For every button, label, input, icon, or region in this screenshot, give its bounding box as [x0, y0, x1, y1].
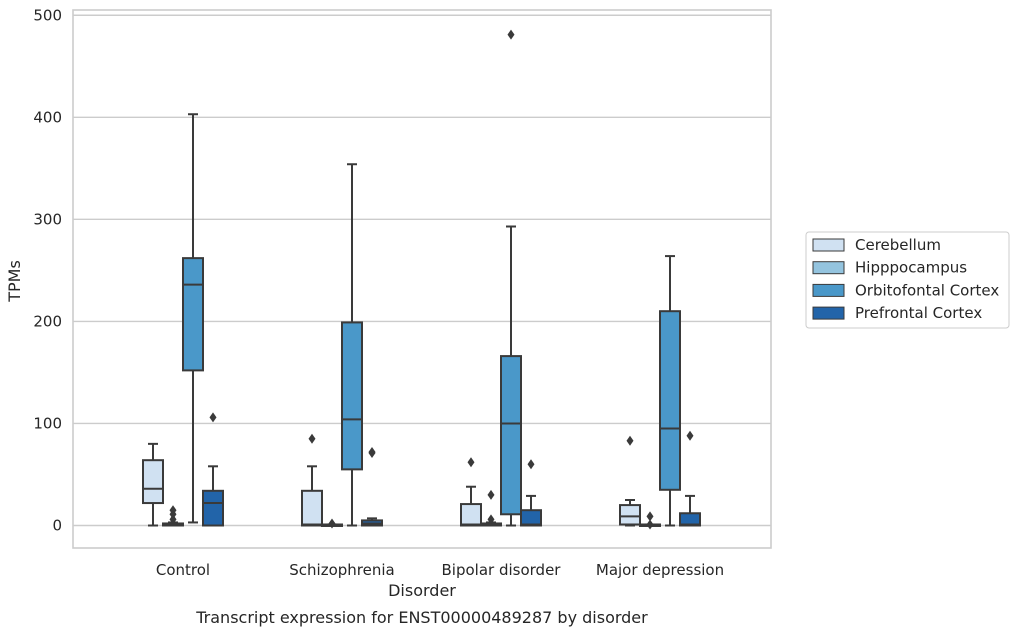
legend-frame — [805, 231, 1010, 329]
x-tick-label: Control — [156, 561, 210, 579]
box-3-2 — [659, 255, 681, 527]
y-axis-label: TPMs — [5, 260, 24, 303]
box-body — [520, 509, 542, 527]
box-2-1 — [480, 489, 502, 527]
outlier-point — [527, 459, 535, 470]
x-tick-label: Bipolar disorder — [442, 561, 562, 579]
legend-swatch — [812, 306, 845, 320]
legend-label: Cerebellum — [855, 236, 941, 254]
box-body — [659, 310, 681, 491]
y-tick-label: 0 — [52, 517, 62, 535]
x-tick-label: Schizophrenia — [289, 561, 394, 579]
box-3-1 — [639, 511, 661, 530]
box-0-2 — [182, 113, 204, 524]
boxes — [142, 29, 701, 530]
outlier-point — [169, 514, 177, 525]
outlier-point — [507, 29, 515, 40]
box-2-2 — [500, 29, 522, 527]
box-body — [301, 489, 323, 527]
outlier-point — [487, 514, 495, 525]
y-tick-label: 500 — [33, 6, 62, 24]
outlier-point — [646, 519, 654, 530]
box-1-0 — [301, 433, 323, 527]
box-0-0 — [142, 442, 164, 527]
box-body — [182, 257, 204, 372]
figure-caption: Transcript expression for ENST0000048928… — [195, 608, 648, 627]
y-tick-label: 400 — [33, 108, 62, 126]
legend: Cerebellum Hipppocampus Orbitofontal Corte… — [805, 231, 1010, 329]
y-tick-labels: 0 100 200 300 400 500 — [33, 6, 62, 534]
outlier-point — [368, 447, 376, 458]
box-0-3 — [202, 412, 224, 527]
box-3-3 — [679, 430, 701, 527]
box-body — [619, 504, 641, 526]
box-3-0 — [619, 435, 641, 527]
legend-label: Orbitofontal Cortex — [855, 281, 999, 299]
x-axis-label: Disorder — [388, 581, 456, 600]
outlier-point — [626, 435, 634, 446]
y-tick-label: 300 — [33, 210, 62, 228]
plot-frame — [72, 9, 772, 549]
box-0-1 — [162, 505, 184, 527]
box-body — [202, 489, 224, 527]
outlier-point — [169, 505, 177, 516]
outlier-point — [328, 518, 336, 529]
box-1-2 — [341, 163, 363, 527]
x-tick-labels: Control Schizophrenia Bipolar disorder Majo… — [156, 561, 724, 579]
legend-label: Prefrontal Cortex — [855, 304, 982, 322]
box-body — [341, 321, 363, 471]
legend-swatch — [812, 261, 845, 275]
box-2-3 — [520, 459, 542, 527]
legend-label: Hipppocampus — [855, 259, 967, 277]
x-tick-label: Major depression — [596, 561, 724, 579]
box-body — [142, 459, 164, 505]
legend-swatch — [812, 283, 845, 297]
outlier-point — [467, 457, 475, 468]
box-body — [679, 512, 701, 527]
y-tick-label: 100 — [33, 414, 62, 432]
outlier-point — [646, 511, 654, 522]
outlier-point — [487, 489, 495, 500]
outlier-point — [686, 430, 694, 441]
box-1-3 — [361, 447, 383, 527]
box-body — [500, 355, 522, 516]
y-tick-label: 200 — [33, 312, 62, 330]
box-body — [460, 503, 482, 527]
outlier-point — [308, 433, 316, 444]
box-2-0 — [460, 457, 482, 527]
outlier-point — [209, 412, 217, 423]
legend-swatch — [812, 238, 845, 252]
box-1-1 — [321, 518, 343, 529]
